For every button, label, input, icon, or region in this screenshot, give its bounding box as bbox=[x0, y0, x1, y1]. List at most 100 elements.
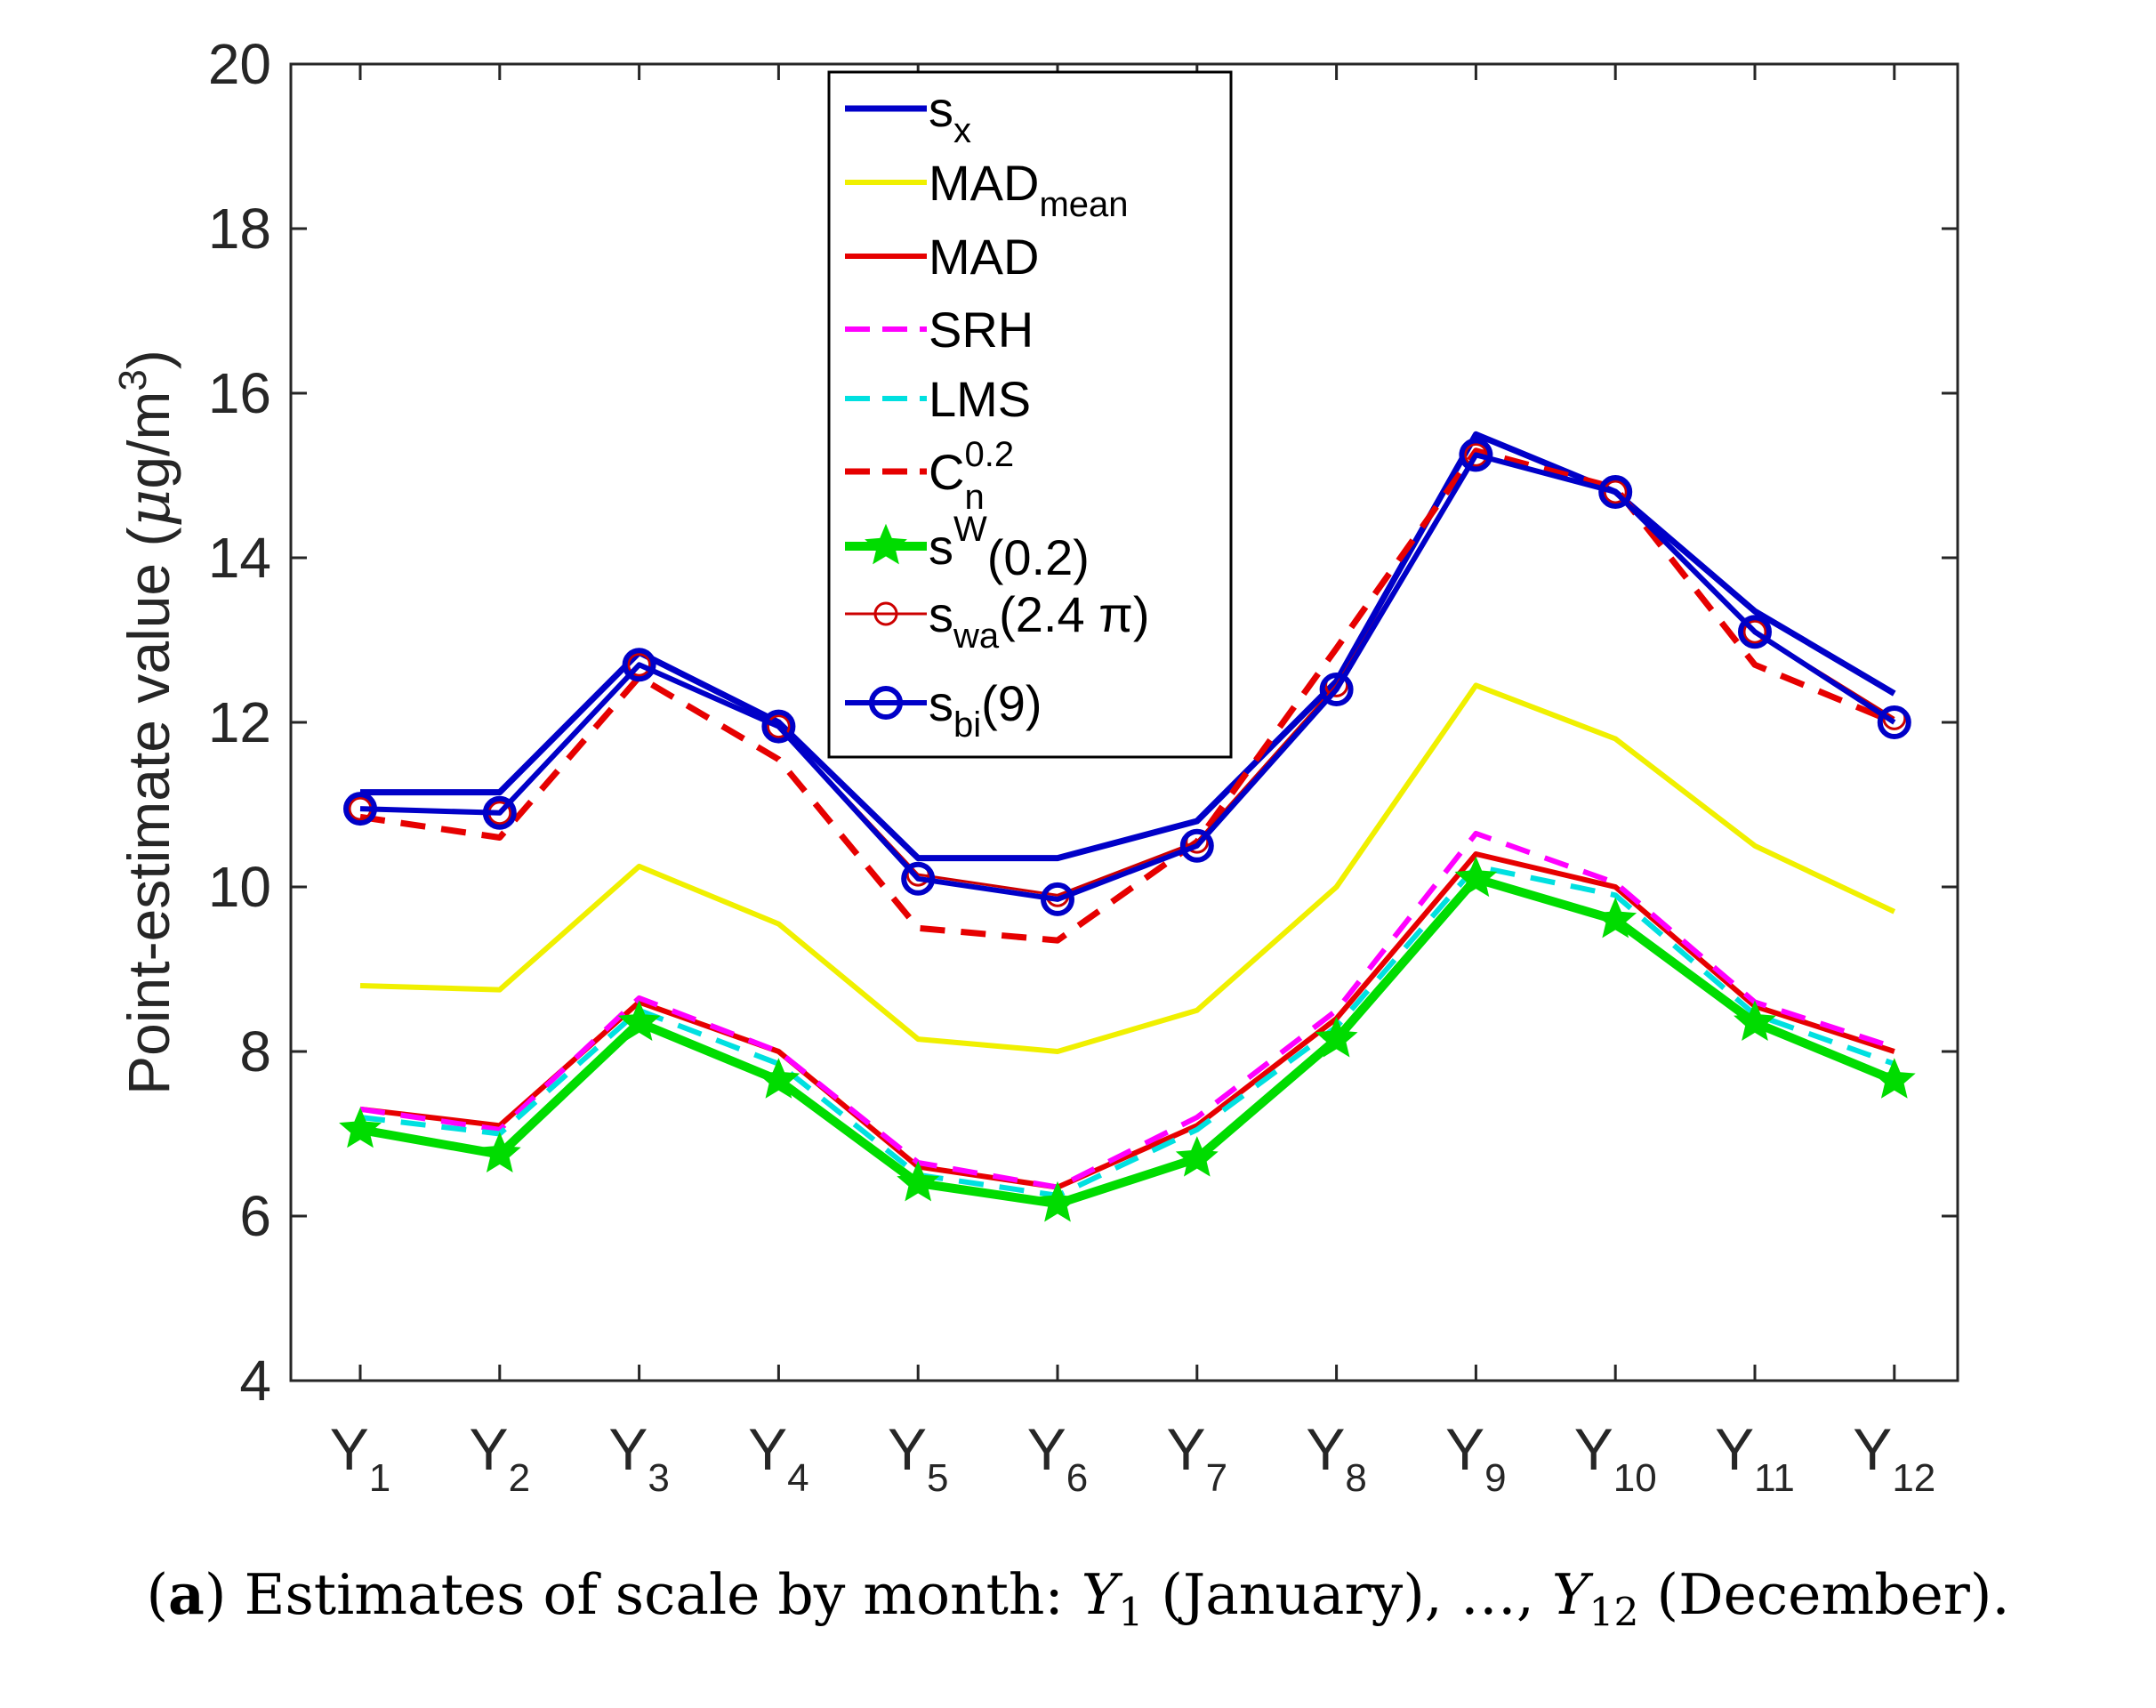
x-tick-label: Y11 bbox=[1715, 1416, 1795, 1500]
series-point bbox=[478, 1132, 521, 1173]
series-point bbox=[1872, 1058, 1916, 1099]
x-tick-label-base: Y bbox=[748, 1416, 787, 1482]
series-line bbox=[359, 682, 1896, 1054]
caption-label: a bbox=[168, 1561, 205, 1627]
x-tick-label-base: Y bbox=[330, 1416, 369, 1482]
y-tick-label: 12 bbox=[208, 690, 271, 754]
x-tick-label-sub: 2 bbox=[509, 1456, 530, 1500]
legend-marker bbox=[865, 523, 907, 565]
legend-label: C0.2 n bbox=[929, 435, 1014, 517]
series-point bbox=[1594, 897, 1637, 939]
legend-item-5: C0.2 n bbox=[845, 435, 1014, 517]
series-point bbox=[1598, 475, 1633, 509]
x-tick-label-base: Y bbox=[1027, 1416, 1066, 1482]
x-tick-label-base: Y bbox=[1306, 1416, 1345, 1482]
legend-label-sup: W bbox=[953, 510, 987, 549]
x-tick-label-base: Y bbox=[608, 1416, 648, 1482]
y-tick-label: 8 bbox=[239, 1019, 271, 1084]
legend-label-name: s bbox=[929, 519, 953, 575]
series-5 bbox=[359, 447, 1896, 944]
y-tick-label: 20 bbox=[208, 32, 271, 96]
y-tick-label: 14 bbox=[208, 526, 271, 590]
x-tick-label-sub: 9 bbox=[1484, 1456, 1506, 1500]
legend-label-sub: mean bbox=[1039, 185, 1128, 224]
y-tick-label: 6 bbox=[239, 1184, 271, 1248]
y-axis-label: Point-estimate value (μg/m3) bbox=[111, 350, 183, 1095]
x-tick-label: Y10 bbox=[1574, 1416, 1657, 1500]
series-point bbox=[339, 1107, 382, 1148]
series-point bbox=[1463, 442, 1488, 467]
legend-label-name: s bbox=[929, 675, 953, 731]
legend-label-name: s bbox=[929, 81, 953, 137]
series-point bbox=[1319, 673, 1354, 706]
legend-label-sub: x bbox=[953, 111, 971, 150]
legend-item-1: MADmean bbox=[845, 155, 1129, 224]
legend-label-name: SRH bbox=[929, 302, 1034, 358]
legend-label: sx bbox=[929, 81, 971, 150]
x-tick-label-sub: 8 bbox=[1345, 1456, 1366, 1500]
series-point bbox=[1738, 615, 1772, 649]
x-tick-label-sub: 4 bbox=[787, 1456, 808, 1500]
legend-label: swa(2.4 π) bbox=[929, 586, 1149, 656]
series-point bbox=[482, 795, 517, 830]
caption-y12: Y bbox=[1551, 1562, 1589, 1627]
y-tick-label: 18 bbox=[208, 197, 271, 261]
x-tick-label-base: Y bbox=[1715, 1416, 1754, 1482]
legend-marker bbox=[873, 601, 898, 626]
caption-y12-sub: 12 bbox=[1589, 1590, 1639, 1636]
legend-label: sW(0.2) bbox=[929, 510, 1090, 585]
legend-label-sub: n bbox=[964, 478, 984, 517]
legend-label-sub: bi bbox=[953, 705, 981, 745]
series-point bbox=[757, 1058, 800, 1099]
y-axis-label-main: Point-estimate value ( bbox=[116, 528, 181, 1095]
legend-item-8: sbi(9) bbox=[845, 675, 1042, 745]
legend-label: LMS bbox=[929, 371, 1031, 427]
series-point bbox=[1734, 1000, 1776, 1042]
x-tick-label-base: Y bbox=[470, 1416, 509, 1482]
series-point bbox=[343, 792, 377, 826]
x-tick-label-base: Y bbox=[888, 1416, 927, 1482]
legend-item-6: sW(0.2) bbox=[845, 510, 1090, 585]
legend-label-suffix: (2.4 π) bbox=[999, 586, 1149, 642]
y-axis-label-exp: 3 bbox=[111, 369, 155, 391]
x-tick-label-base: Y bbox=[1853, 1416, 1892, 1482]
legend-label: sbi(9) bbox=[929, 675, 1042, 745]
x-tick-label: Y7 bbox=[1167, 1416, 1228, 1500]
series-point bbox=[1742, 619, 1767, 644]
series-point bbox=[1877, 705, 1911, 739]
series-line bbox=[359, 874, 1896, 1209]
series-point bbox=[622, 648, 656, 682]
series-point bbox=[901, 861, 936, 896]
series-point bbox=[1175, 1136, 1219, 1177]
series-line bbox=[359, 452, 1896, 902]
legend-label-name: MAD bbox=[929, 155, 1039, 211]
y-tick-label: 10 bbox=[208, 855, 271, 919]
y-axis-label-mu: μ bbox=[115, 489, 183, 528]
x-tick-label: Y9 bbox=[1445, 1416, 1507, 1500]
legend-label-name: s bbox=[929, 586, 953, 642]
caption-y1-sub: 1 bbox=[1118, 1590, 1144, 1636]
legend-label-suffix: (9) bbox=[981, 675, 1042, 731]
legend-item-7: swa(2.4 π) bbox=[845, 586, 1149, 656]
x-tick-label: Y12 bbox=[1853, 1416, 1935, 1500]
legend-marker bbox=[869, 686, 903, 720]
series-point bbox=[1459, 438, 1493, 472]
series-1 bbox=[359, 682, 1896, 1054]
x-tick-label-sub: 6 bbox=[1066, 1456, 1088, 1500]
legend-label-name: LMS bbox=[929, 371, 1031, 427]
series-point bbox=[766, 714, 791, 739]
series-point bbox=[1454, 856, 1498, 898]
legend-label: SRH bbox=[929, 302, 1034, 358]
legend-item-2: MAD bbox=[845, 229, 1039, 285]
series-point bbox=[897, 1160, 940, 1202]
y-tick-label: 16 bbox=[208, 361, 271, 425]
legend-label: MADmean bbox=[929, 155, 1129, 224]
caption-text-3: (December). bbox=[1638, 1562, 2010, 1627]
x-tick-label-base: Y bbox=[1574, 1416, 1613, 1482]
series-6 bbox=[339, 856, 1916, 1222]
x-tick-label-sub: 11 bbox=[1754, 1456, 1795, 1500]
legend-item-0: sx bbox=[845, 81, 971, 150]
svg-text:Point-estimate value (μg/m3): Point-estimate value (μg/m3) bbox=[111, 350, 183, 1095]
